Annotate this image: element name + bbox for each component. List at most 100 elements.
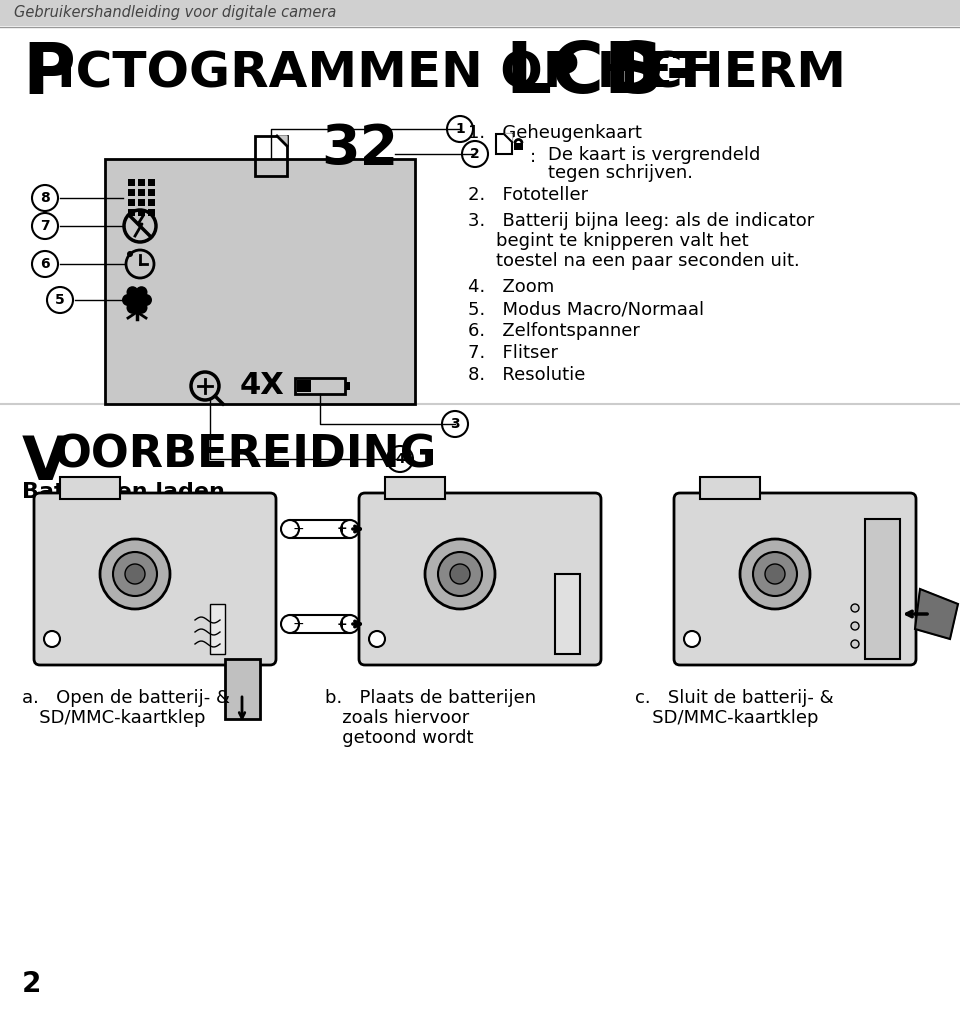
- Circle shape: [127, 251, 133, 257]
- Text: P: P: [22, 40, 75, 109]
- Text: tegen schrijven.: tegen schrijven.: [548, 164, 693, 182]
- Text: 4.   Zoom: 4. Zoom: [468, 278, 554, 296]
- Text: 32: 32: [322, 122, 398, 176]
- Bar: [297, 380, 311, 392]
- Circle shape: [851, 640, 859, 648]
- Circle shape: [450, 564, 470, 584]
- Bar: [138, 189, 145, 196]
- Text: toestel na een paar seconden uit.: toestel na een paar seconden uit.: [496, 252, 800, 270]
- Text: SD/MMC-kaartklep: SD/MMC-kaartklep: [635, 709, 819, 727]
- Text: 5.   Modus Macro/Normaal: 5. Modus Macro/Normaal: [468, 300, 704, 318]
- Text: 4: 4: [396, 452, 405, 466]
- Circle shape: [113, 552, 157, 596]
- Text: a.   Open de batterij- &: a. Open de batterij- &: [22, 689, 230, 707]
- Circle shape: [127, 286, 138, 298]
- Bar: [555, 574, 580, 654]
- Text: 3.   Batterij bijna leeg: als de indicator: 3. Batterij bijna leeg: als de indicator: [468, 212, 814, 230]
- Text: 6.   Zelfontspanner: 6. Zelfontspanner: [468, 322, 640, 340]
- Circle shape: [281, 520, 299, 538]
- Text: De kaart is vergrendeld: De kaart is vergrendeld: [548, 146, 760, 164]
- Text: −: −: [292, 522, 303, 536]
- Text: 6: 6: [40, 257, 50, 271]
- Text: 8.   Resolutie: 8. Resolutie: [468, 366, 586, 384]
- Text: OORBEREIDING: OORBEREIDING: [54, 434, 437, 477]
- Text: Batterijen laden: Batterijen laden: [22, 482, 225, 502]
- Bar: [148, 199, 155, 206]
- Circle shape: [341, 520, 359, 538]
- Circle shape: [122, 294, 134, 306]
- FancyBboxPatch shape: [34, 493, 276, 665]
- Bar: [148, 209, 155, 216]
- Circle shape: [140, 294, 152, 306]
- Circle shape: [753, 552, 797, 596]
- Circle shape: [44, 631, 60, 647]
- Text: begint te knipperen valt het: begint te knipperen valt het: [496, 232, 749, 250]
- FancyBboxPatch shape: [359, 493, 601, 665]
- Text: +: +: [337, 522, 348, 536]
- Bar: [128, 209, 135, 216]
- Bar: [138, 199, 145, 206]
- Bar: [700, 477, 760, 499]
- Text: SD/MMC-kaartklep: SD/MMC-kaartklep: [22, 709, 205, 727]
- Bar: [225, 659, 260, 719]
- Text: Gebruikershandleiding voor digitale camera: Gebruikershandleiding voor digitale came…: [14, 5, 336, 20]
- Bar: [290, 615, 350, 633]
- Text: 1: 1: [455, 122, 465, 136]
- Bar: [255, 136, 287, 176]
- Text: 2: 2: [22, 970, 41, 998]
- Text: :: :: [530, 148, 536, 166]
- Circle shape: [125, 564, 145, 584]
- Text: 8: 8: [40, 191, 50, 205]
- Text: 1.   Geheugenkaart: 1. Geheugenkaart: [468, 124, 642, 142]
- Circle shape: [135, 286, 148, 298]
- Circle shape: [765, 564, 785, 584]
- Circle shape: [851, 604, 859, 612]
- Circle shape: [740, 539, 810, 609]
- Circle shape: [425, 539, 495, 609]
- Bar: [148, 189, 155, 196]
- Text: 3: 3: [450, 417, 460, 431]
- Text: 7.   Flitser: 7. Flitser: [468, 344, 558, 362]
- Text: c.   Sluit de batterij- &: c. Sluit de batterij- &: [635, 689, 833, 707]
- Bar: [60, 477, 120, 499]
- Text: +: +: [337, 617, 348, 631]
- Bar: [496, 134, 512, 154]
- Text: V: V: [22, 434, 69, 493]
- Circle shape: [851, 622, 859, 630]
- Polygon shape: [504, 134, 512, 142]
- Text: S: S: [612, 40, 664, 109]
- Bar: [385, 477, 445, 499]
- Bar: [514, 143, 523, 150]
- Circle shape: [438, 552, 482, 596]
- Polygon shape: [277, 136, 287, 146]
- Bar: [105, 159, 415, 404]
- Text: CHERM: CHERM: [645, 50, 846, 98]
- Circle shape: [684, 631, 700, 647]
- Circle shape: [341, 615, 359, 633]
- Bar: [210, 604, 225, 654]
- Circle shape: [369, 631, 385, 647]
- Circle shape: [131, 294, 143, 306]
- Bar: [295, 378, 345, 394]
- Text: LCD-: LCD-: [505, 40, 695, 109]
- Text: −: −: [292, 617, 303, 631]
- Bar: [138, 179, 145, 186]
- Bar: [290, 520, 350, 538]
- Text: zoals hiervoor: zoals hiervoor: [325, 709, 469, 727]
- Bar: [0, 0, 960, 26]
- Text: 5: 5: [55, 293, 65, 307]
- Bar: [128, 199, 135, 206]
- Text: b.   Plaats de batterijen: b. Plaats de batterijen: [325, 689, 536, 707]
- Circle shape: [135, 302, 148, 313]
- Bar: [345, 382, 350, 390]
- Circle shape: [100, 539, 170, 609]
- Text: ICTOGRAMMEN OP HET: ICTOGRAMMEN OP HET: [57, 50, 707, 98]
- Bar: [138, 209, 145, 216]
- Circle shape: [281, 615, 299, 633]
- Text: getoond wordt: getoond wordt: [325, 729, 473, 746]
- Bar: [128, 179, 135, 186]
- Text: 4X: 4X: [240, 372, 285, 400]
- Text: 2: 2: [470, 147, 480, 161]
- Bar: [865, 519, 900, 659]
- Polygon shape: [915, 589, 958, 639]
